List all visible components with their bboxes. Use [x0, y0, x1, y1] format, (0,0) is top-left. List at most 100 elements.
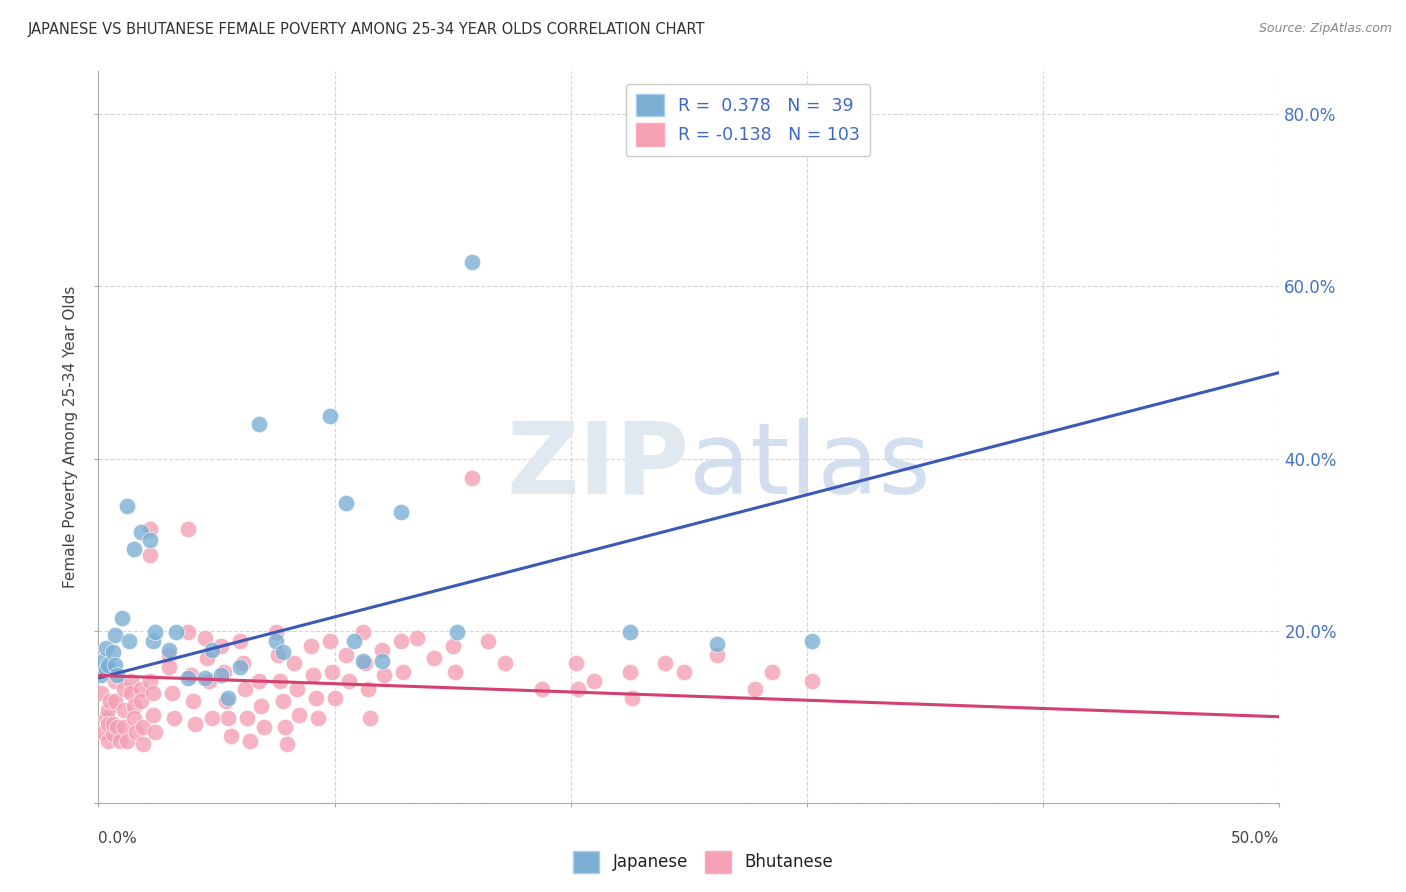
Point: [323, 690, 346, 705]
Point: [359, 711, 381, 725]
Point: [177, 625, 200, 640]
Point: [654, 657, 676, 671]
Point: [139, 548, 162, 562]
Point: [121, 673, 143, 688]
Point: [337, 673, 360, 688]
Point: [94, 662, 117, 676]
Point: [180, 668, 202, 682]
Point: [441, 639, 464, 653]
Point: [122, 541, 145, 556]
Point: [115, 734, 138, 748]
Point: [157, 648, 180, 662]
Point: [371, 654, 394, 668]
Point: [299, 639, 322, 653]
Point: [157, 642, 180, 657]
Point: [706, 637, 728, 651]
Point: [219, 729, 242, 743]
Point: [446, 625, 468, 640]
Point: [253, 720, 276, 734]
Point: [285, 682, 308, 697]
Point: [143, 625, 166, 640]
Point: [215, 694, 238, 708]
Point: [90, 668, 112, 682]
Point: [195, 651, 218, 665]
Point: [269, 673, 291, 688]
Point: [160, 686, 183, 700]
Point: [352, 625, 374, 640]
Point: [335, 496, 357, 510]
Point: [444, 665, 467, 679]
Point: [335, 648, 357, 662]
Point: [118, 634, 141, 648]
Point: [104, 628, 127, 642]
Point: [264, 625, 287, 640]
Point: [104, 658, 127, 673]
Legend: R =  0.378   N =  39, R = -0.138   N = 103: R = 0.378 N = 39, R = -0.138 N = 103: [626, 84, 870, 156]
Point: [112, 703, 135, 717]
Point: [98, 694, 121, 708]
Point: [201, 642, 224, 657]
Text: Source: ZipAtlas.com: Source: ZipAtlas.com: [1258, 22, 1392, 36]
Point: [460, 255, 482, 269]
Point: [706, 648, 728, 662]
Point: [231, 657, 253, 671]
Point: [423, 651, 446, 665]
Point: [198, 673, 221, 688]
Point: [800, 634, 823, 648]
Point: [90, 686, 112, 700]
Point: [583, 673, 606, 688]
Point: [305, 690, 328, 705]
Point: [105, 668, 128, 682]
Point: [247, 673, 270, 688]
Point: [105, 720, 128, 734]
Point: [129, 694, 152, 708]
Point: [229, 634, 252, 648]
Point: [142, 708, 165, 723]
Point: [761, 665, 783, 679]
Point: [184, 716, 207, 731]
Text: atlas: atlas: [689, 417, 931, 515]
Point: [494, 657, 516, 671]
Point: [142, 634, 165, 648]
Point: [564, 657, 586, 671]
Point: [115, 499, 138, 513]
Point: [194, 631, 217, 645]
Point: [321, 665, 343, 679]
Point: [194, 671, 217, 685]
Point: [283, 657, 305, 671]
Point: [121, 686, 143, 700]
Point: [371, 642, 394, 657]
Point: [621, 690, 644, 705]
Text: ZIP: ZIP: [506, 417, 689, 515]
Point: [619, 665, 641, 679]
Point: [406, 631, 429, 645]
Text: 50.0%: 50.0%: [1232, 831, 1279, 846]
Point: [157, 660, 180, 674]
Point: [744, 682, 766, 697]
Point: [139, 522, 162, 536]
Point: [389, 634, 412, 648]
Point: [132, 720, 155, 734]
Point: [288, 708, 311, 723]
Point: [104, 694, 127, 708]
Point: [247, 417, 270, 432]
Point: [94, 711, 117, 725]
Point: [101, 645, 124, 659]
Point: [307, 711, 329, 725]
Point: [352, 654, 374, 668]
Point: [97, 716, 120, 731]
Point: [112, 720, 135, 734]
Point: [271, 645, 294, 659]
Point: [104, 673, 127, 688]
Point: [163, 711, 186, 725]
Point: [177, 671, 200, 685]
Point: [108, 734, 131, 748]
Point: [101, 716, 124, 731]
Point: [250, 699, 273, 714]
Point: [236, 711, 259, 725]
Text: JAPANESE VS BHUTANESE FEMALE POVERTY AMONG 25-34 YEAR OLDS CORRELATION CHART: JAPANESE VS BHUTANESE FEMALE POVERTY AMO…: [28, 22, 706, 37]
Point: [233, 682, 256, 697]
Point: [357, 682, 380, 697]
Point: [212, 665, 235, 679]
Point: [531, 682, 554, 697]
